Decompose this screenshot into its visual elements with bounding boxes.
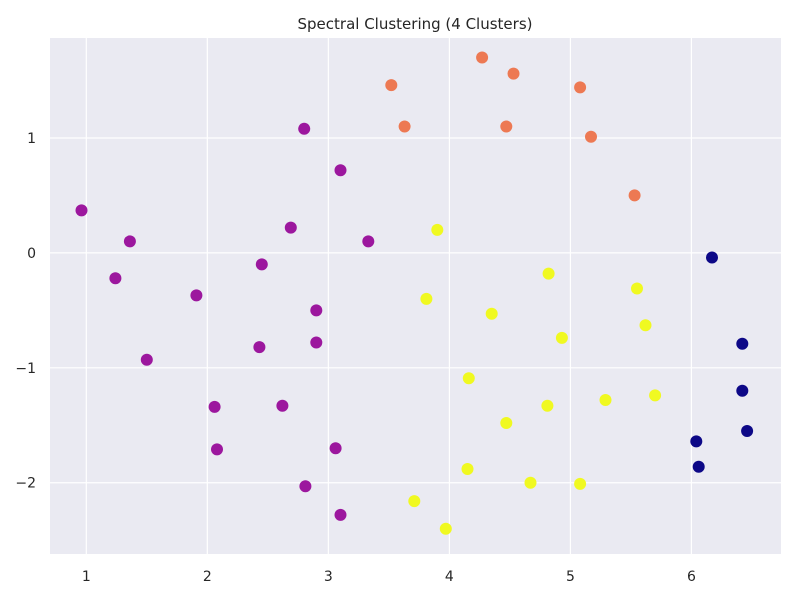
scatter-point-cluster-0 (736, 337, 749, 350)
scatter-point-cluster-2 (500, 120, 513, 133)
scatter-point-cluster-2 (507, 67, 520, 80)
scatter-point-cluster-3 (500, 417, 513, 429)
scatter-point-cluster-1 (75, 204, 88, 217)
scatter-point-cluster-2 (628, 189, 641, 202)
scatter-point-cluster-1 (310, 336, 323, 349)
scatter-point-cluster-3 (542, 267, 555, 280)
x-tick-label: 3 (324, 569, 333, 585)
scatter-point-cluster-1 (298, 122, 311, 135)
chart-title: Spectral Clustering (4 Clusters) (298, 15, 533, 33)
scatter-point-cluster-0 (690, 435, 703, 448)
scatter-point-cluster-2 (476, 51, 489, 64)
scatter-point-cluster-1 (190, 289, 203, 302)
x-tick-label: 5 (566, 569, 575, 585)
scatter-point-cluster-3 (408, 495, 421, 508)
scatter-point-cluster-3 (439, 522, 452, 535)
scatter-point-cluster-1 (334, 508, 347, 521)
plot-area (50, 38, 781, 554)
y-tick-label: 0 (27, 246, 36, 262)
x-tick-label: 4 (445, 569, 454, 585)
scatter-point-cluster-1 (276, 399, 289, 412)
scatter-point-cluster-3 (631, 282, 643, 295)
scatter-point-cluster-1 (334, 164, 347, 177)
scatter-point-cluster-0 (741, 425, 754, 437)
scatter-point-cluster-0 (736, 384, 749, 397)
scatter-point-cluster-1 (253, 341, 266, 354)
scatter-point-cluster-1 (310, 304, 323, 317)
scatter-point-cluster-1 (299, 480, 312, 493)
scatter-point-cluster-2 (385, 79, 398, 92)
grid (50, 38, 781, 554)
scatter-point-cluster-1 (362, 235, 375, 248)
y-tick-label: −2 (15, 476, 36, 492)
x-tick-label: 2 (203, 569, 212, 585)
scatter-point-cluster-1 (140, 353, 153, 366)
scatter-point-cluster-2 (574, 81, 587, 94)
scatter-point-cluster-3 (462, 372, 475, 385)
scatter-point-cluster-1 (123, 235, 136, 248)
scatter-point-cluster-0 (706, 251, 718, 264)
data-points (75, 51, 754, 535)
scatter-point-cluster-3 (599, 394, 612, 406)
scatter-point-cluster-3 (431, 223, 444, 236)
y-tick-label: 1 (27, 131, 36, 147)
scatter-point-cluster-3 (420, 292, 433, 305)
x-tick-label: 1 (82, 569, 91, 585)
scatter-point-cluster-3 (541, 399, 554, 412)
y-axis: 1 0 −1 −2 (15, 131, 36, 492)
scatter-point-cluster-1 (284, 221, 297, 234)
scatter-point-cluster-3 (524, 476, 537, 489)
scatter-point-cluster-1 (208, 400, 221, 413)
scatter-point-cluster-3 (639, 319, 652, 332)
scatter-point-cluster-1 (211, 443, 223, 456)
x-axis: 1 2 3 4 5 6 (82, 569, 696, 585)
scatter-point-cluster-2 (398, 120, 411, 133)
scatter-point-cluster-3 (555, 331, 568, 344)
y-tick-label: −1 (15, 361, 36, 377)
scatter-point-cluster-0 (692, 460, 705, 473)
scatter-point-cluster-2 (585, 130, 597, 143)
scatter-point-cluster-3 (649, 389, 662, 402)
x-tick-label: 6 (687, 569, 696, 585)
scatter-point-cluster-1 (329, 442, 342, 455)
scatter-point-cluster-1 (255, 258, 268, 271)
scatter-point-cluster-3 (485, 307, 498, 320)
scatter-point-cluster-3 (574, 477, 587, 490)
scatter-point-cluster-1 (109, 272, 122, 285)
scatter-point-cluster-3 (461, 463, 474, 475)
